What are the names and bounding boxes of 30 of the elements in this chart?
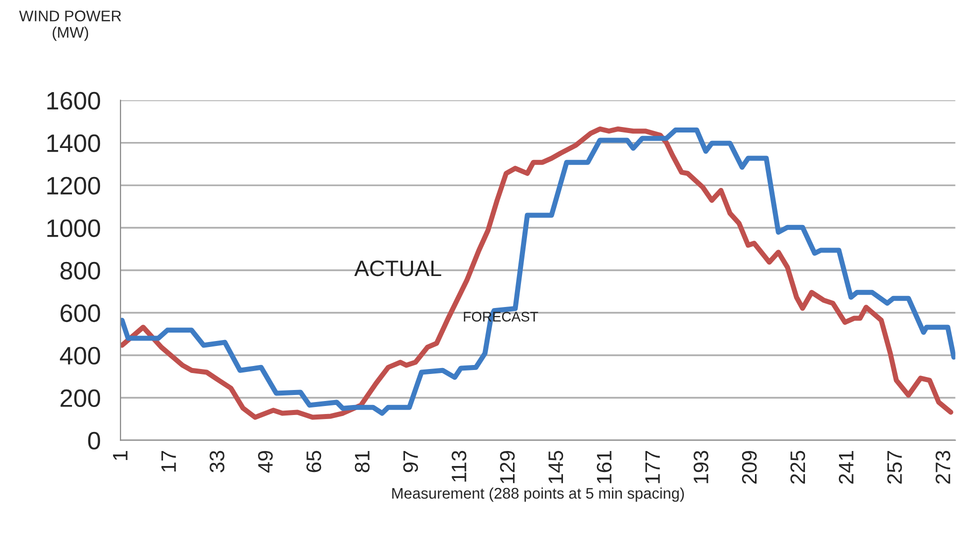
x-tick-label: 257 — [887, 451, 902, 484]
y-axis-title: WIND POWER (MW) — [19, 10, 122, 41]
y-tick-label: 600 — [60, 304, 100, 322]
x-tick-label: 113 — [452, 450, 466, 482]
y-tick-label: 400 — [60, 346, 100, 365]
x-tick-label: 225 — [790, 450, 806, 484]
x-tick-label: 1 — [113, 450, 128, 460]
x-tick-label: 193 — [694, 450, 708, 484]
x-tick-label: 273 — [936, 450, 950, 484]
x-tick-label: 145 — [548, 450, 564, 484]
x-tick-label: 209 — [742, 450, 757, 484]
y-tick-label: 800 — [60, 262, 100, 280]
x-tick-label: 241 — [838, 450, 854, 484]
x-tick-label: 97 — [403, 451, 418, 472]
y-tick-label: 1000 — [47, 219, 100, 238]
x-tick-label: 65 — [306, 450, 322, 472]
series-label: ACTUAL — [354, 260, 442, 276]
y-tick-label: 1200 — [47, 176, 100, 195]
x-axis-title: Measurement (288 points at 5 min spacing) — [392, 488, 684, 502]
y-tick-label: 0 — [88, 432, 100, 450]
y-tick-label: 200 — [60, 389, 100, 408]
x-tick-label: 17 — [161, 451, 176, 472]
x-tick-label: 177 — [645, 451, 660, 484]
x-tick-label: 49 — [258, 450, 273, 473]
y-tick-label: 1400 — [47, 134, 100, 152]
x-tick-label: 129 — [500, 450, 515, 484]
y-tick-label: 1600 — [47, 92, 100, 110]
x-tick-label: 81 — [354, 450, 370, 472]
x-tick-label: 161 — [596, 450, 612, 484]
x-tick-label: 33 — [210, 450, 224, 472]
